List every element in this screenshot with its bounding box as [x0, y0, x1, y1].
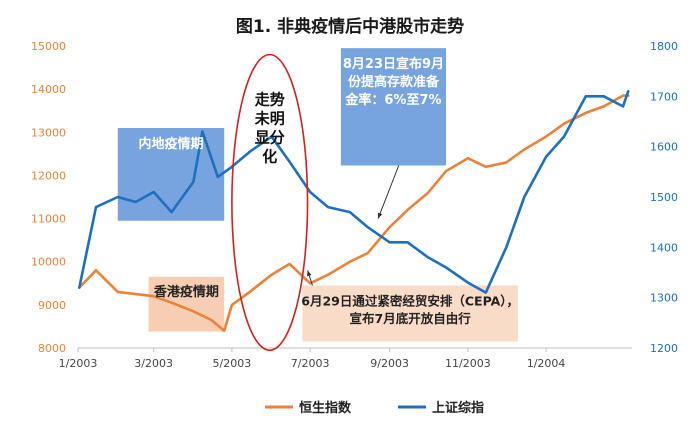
- left-tick-label: 8000: [38, 342, 66, 355]
- annotation-text-rrr: 份提高存款准备: [348, 74, 440, 90]
- left-tick-label: 10000: [31, 256, 66, 269]
- annotation-text-cepa: 宣布7月底开放自由行: [350, 311, 472, 326]
- left-y-axis: 8000 9000 10000 11000 12000 13000 14000 15000: [31, 40, 66, 355]
- right-tick-label: 1700: [650, 90, 678, 103]
- series-line-hsi: [78, 94, 630, 333]
- annotation-text-trend: 未明: [254, 110, 285, 128]
- right-tick-label: 1600: [650, 141, 678, 154]
- annotation-arrowhead-cepa: [307, 270, 312, 277]
- annotation-text-cepa: 6月29日通过紧密经贸安排（CEPA），: [301, 293, 519, 308]
- annotation-arrowhead-rrr: [377, 212, 383, 219]
- annotation-arrow-rrr: [377, 165, 400, 219]
- x-tick-label: 5/2003: [213, 357, 252, 370]
- annotation-text-trend: 走势: [255, 91, 285, 109]
- annotation-text-rrr: 金率：6%至7%: [344, 92, 441, 108]
- x-tick-label: 11/2003: [445, 357, 491, 370]
- chart-title: 图1. 非典疫情后中港股市走势: [236, 16, 464, 37]
- right-tick-label: 1500: [650, 191, 678, 204]
- right-tick-label: 1800: [650, 40, 678, 53]
- annotation-ellipse-trend: [231, 53, 309, 351]
- series-layer: [78, 48, 630, 342]
- left-tick-label: 12000: [31, 169, 66, 182]
- right-tick-label: 1300: [650, 292, 678, 305]
- left-tick-label: 13000: [31, 126, 66, 139]
- annotation-text-trend: 显分: [255, 129, 285, 147]
- x-tick-label: 1/2003: [59, 357, 98, 370]
- legend-label-hsi: 恒生指数: [299, 400, 352, 416]
- x-tick-label: 3/2003: [134, 357, 173, 370]
- legend-label-sse: 上证综指: [432, 400, 484, 416]
- left-tick-label: 9000: [38, 299, 66, 312]
- annotation-text-hk: 香港疫情期: [153, 284, 219, 300]
- legend: 恒生指数 上证综指: [265, 400, 484, 416]
- annotation-box-cepa: [302, 285, 518, 342]
- annotation-box-hk: [148, 276, 225, 332]
- left-tick-label: 15000: [31, 40, 66, 53]
- right-tick-label: 1400: [650, 241, 678, 254]
- x-axis: 1/2003 3/2003 5/2003 7/2003 9/2003 11/2003 1/2…: [59, 347, 632, 370]
- series-line-sse: [78, 90, 630, 294]
- right-tick-label: 1200: [650, 342, 678, 355]
- right-y-axis: 1200 1300 1400 1500 1600 1700 1800: [650, 40, 678, 355]
- annotation-text-rrr: 8月23日宣布9月: [343, 56, 444, 72]
- x-tick-label: 1/2004: [527, 357, 566, 370]
- left-tick-label: 14000: [31, 83, 66, 96]
- annotation-text-trend: 化: [262, 148, 277, 166]
- x-tick-label: 9/2003: [370, 357, 409, 370]
- left-tick-label: 11000: [31, 213, 66, 226]
- x-tick-label: 7/2003: [291, 357, 330, 370]
- annotation-box-rrr: [340, 48, 447, 166]
- annotation-text-mainland: 内地疫情期: [138, 136, 203, 152]
